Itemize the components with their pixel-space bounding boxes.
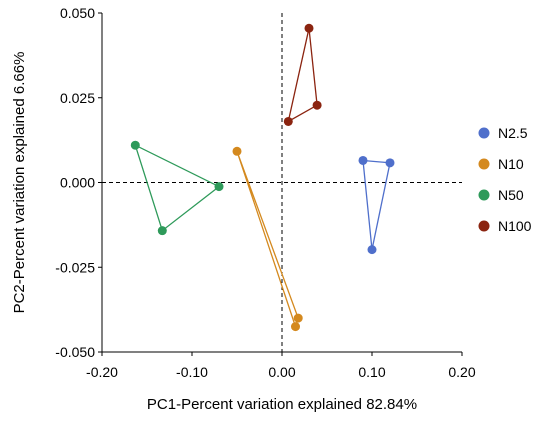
x-tick-label: -0.10 <box>176 364 208 380</box>
point-n100 <box>312 100 322 110</box>
point-n2-5 <box>385 158 395 168</box>
x-tick-label: -0.20 <box>86 364 118 380</box>
point-n50 <box>130 140 140 150</box>
legend: N2.5 N10 N50 N100 <box>478 125 532 234</box>
point-n50 <box>157 226 167 236</box>
legend-marker-n10 <box>478 158 490 170</box>
y-tick-label: 0.000 <box>60 175 95 191</box>
group-hulls <box>134 28 391 329</box>
point-n10 <box>293 313 303 323</box>
x-axis-title: PC1-Percent variation explained 82.84% <box>147 396 417 413</box>
point-n50 <box>214 182 224 192</box>
x-axis-ticks: -0.20 -0.10 0.00 0.10 0.20 <box>86 352 476 380</box>
zero-lines <box>102 13 462 352</box>
legend-marker-n2-5 <box>478 127 490 139</box>
x-tick-label: 0.10 <box>358 364 385 380</box>
legend-label-n2-5: N2.5 <box>498 125 528 141</box>
hull-n100 <box>287 28 318 123</box>
legend-label-n10: N10 <box>498 156 524 172</box>
data-points <box>130 23 395 332</box>
y-tick-label: -0.050 <box>55 344 95 360</box>
point-n2-5 <box>367 245 377 255</box>
point-n2-5 <box>358 155 368 165</box>
point-n100 <box>283 116 293 126</box>
x-tick-label: 0.20 <box>448 364 475 380</box>
hull-n50 <box>134 143 221 232</box>
x-tick-label: 0.00 <box>268 364 295 380</box>
hull-n2-5 <box>362 159 391 250</box>
y-axis-title: PC2-Percent variation explained 6.66% <box>11 52 28 314</box>
hull-n10 <box>236 151 299 329</box>
point-n10 <box>232 146 242 156</box>
legend-label-n100: N100 <box>498 218 532 234</box>
point-n100 <box>304 23 314 33</box>
legend-marker-n50 <box>478 189 490 201</box>
y-tick-label: -0.025 <box>55 259 95 275</box>
legend-marker-n100 <box>478 220 490 232</box>
y-tick-label: 0.025 <box>60 90 95 106</box>
point-n10 <box>291 322 300 332</box>
legend-label-n50: N50 <box>498 187 524 203</box>
y-tick-label: 0.050 <box>60 5 95 21</box>
y-axis-ticks: 0.050 0.025 0.000 -0.025 -0.050 <box>55 5 102 360</box>
